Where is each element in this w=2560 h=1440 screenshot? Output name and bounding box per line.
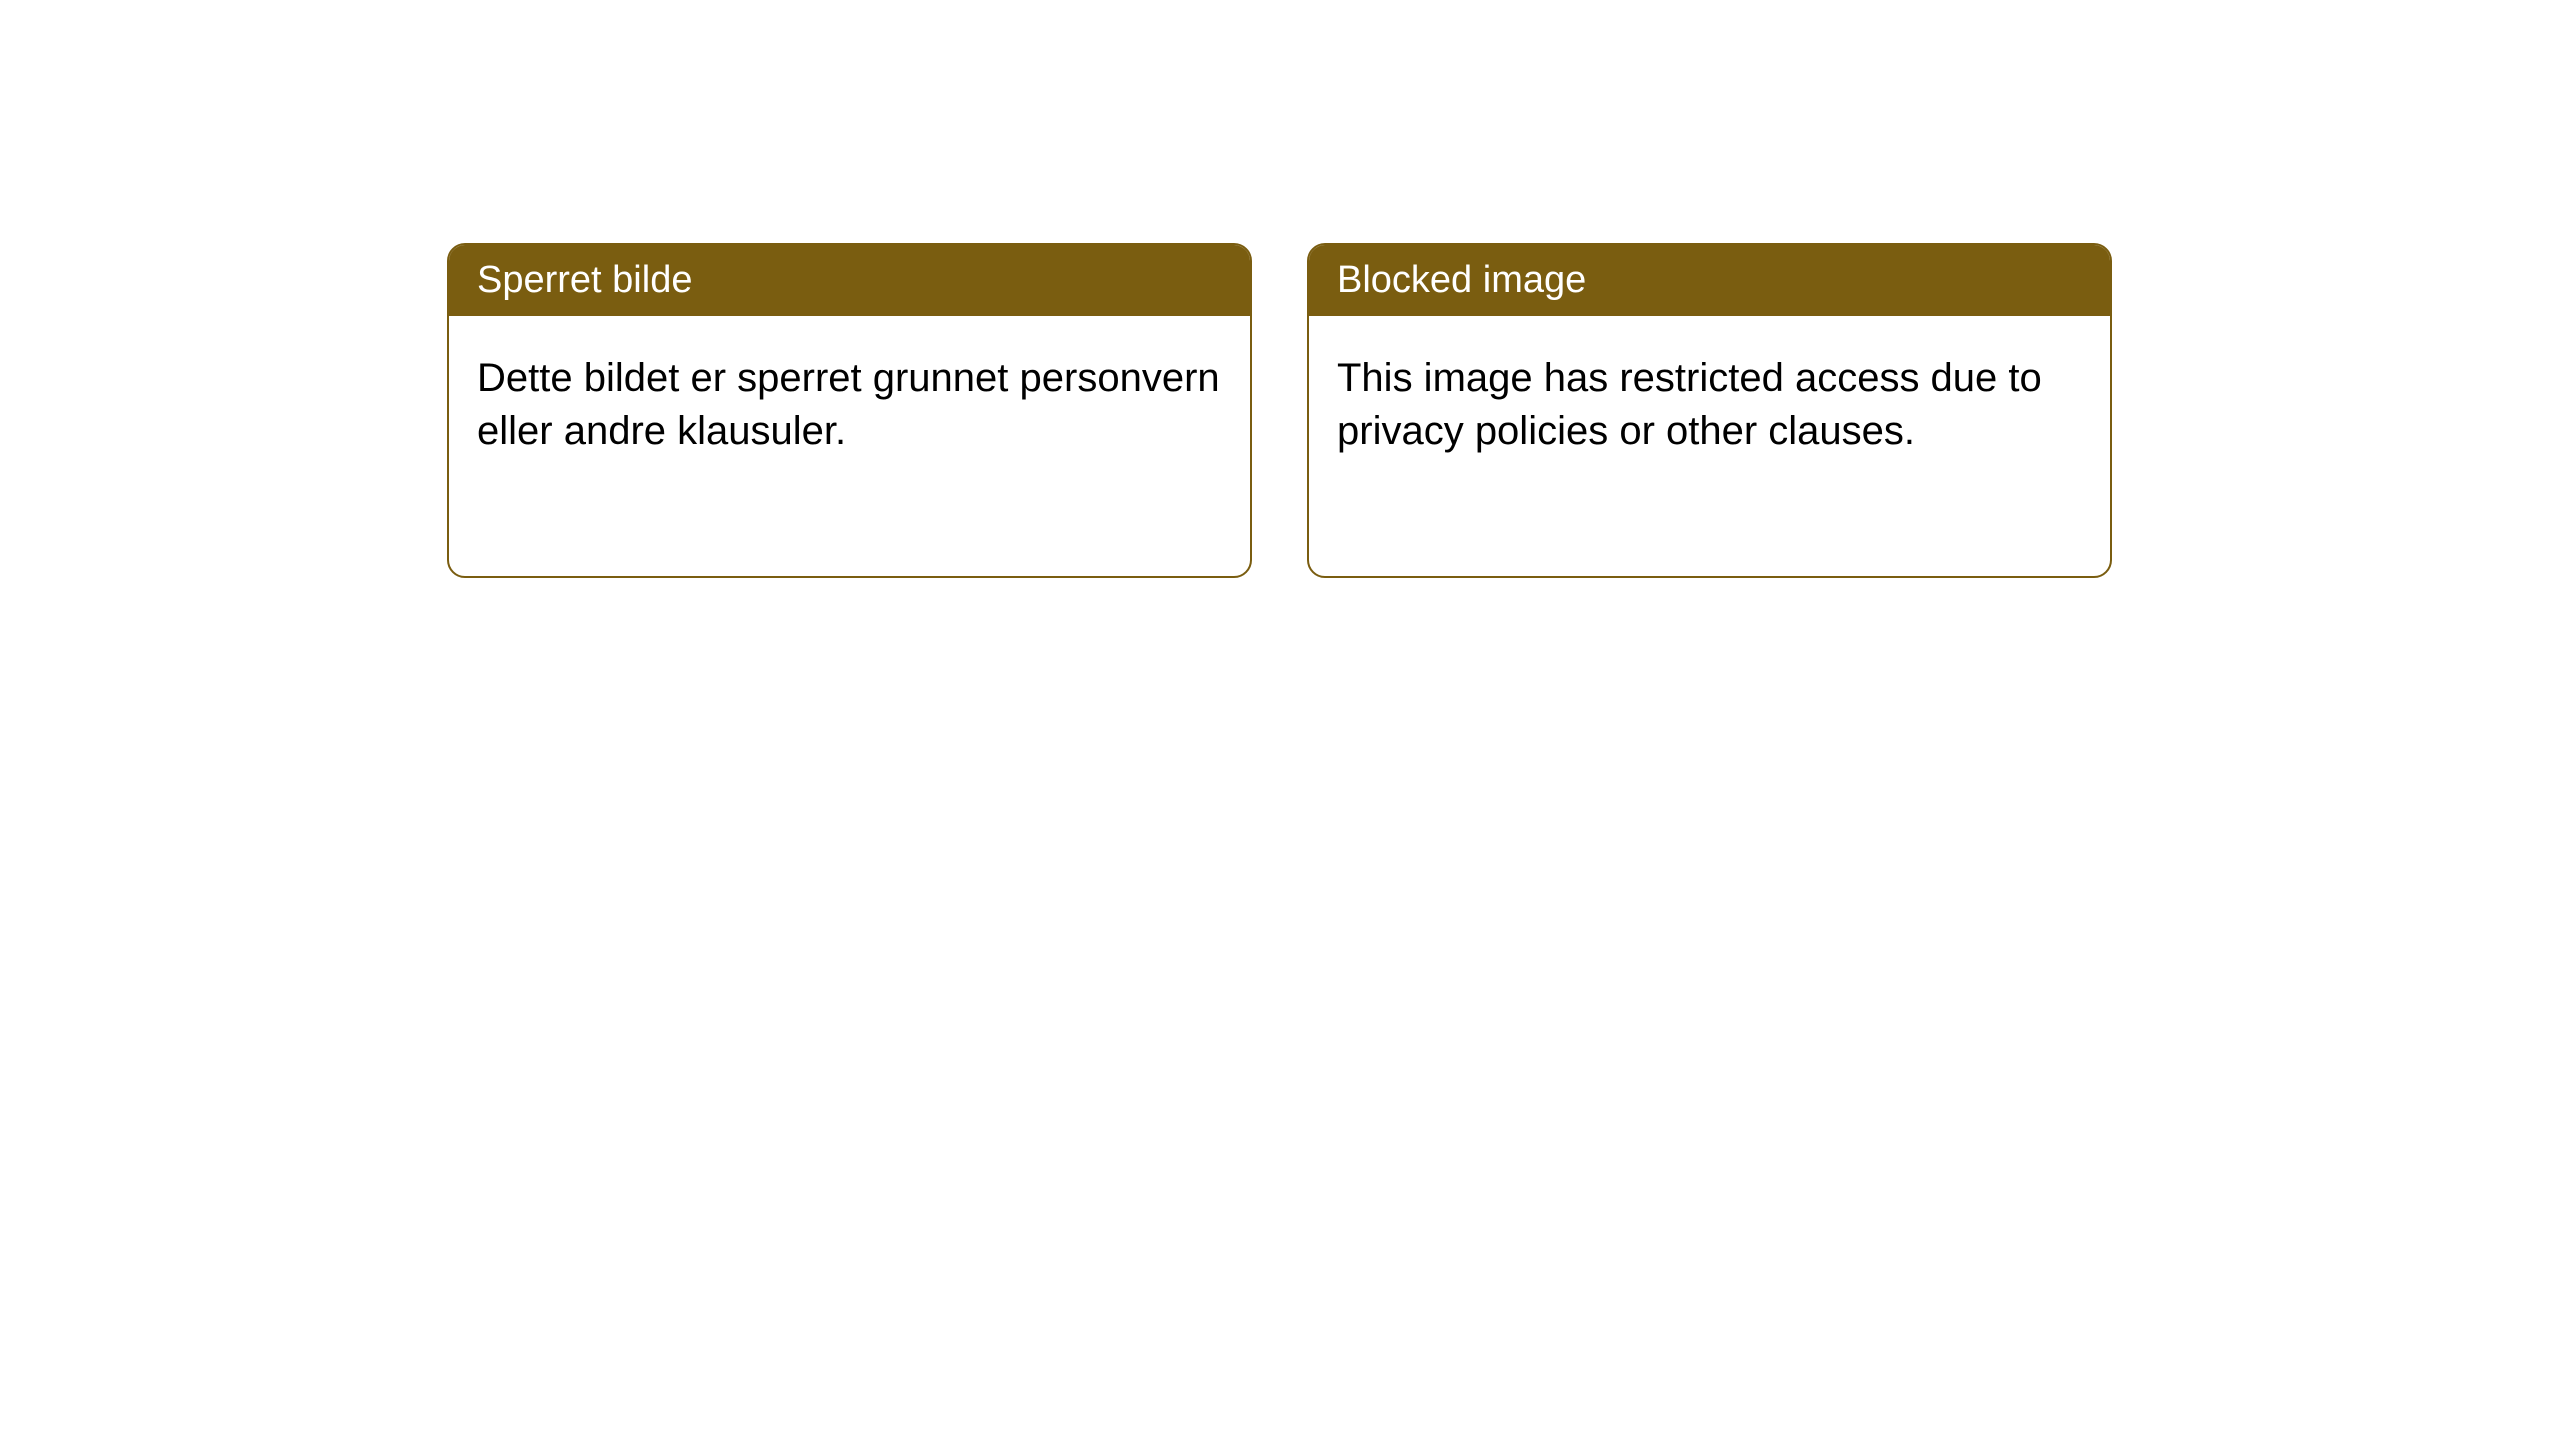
notice-body-norwegian: Dette bildet er sperret grunnet personve… — [449, 316, 1250, 494]
notice-header-norwegian: Sperret bilde — [449, 245, 1250, 316]
notice-body-english: This image has restricted access due to … — [1309, 316, 2110, 494]
notice-card-english: Blocked image This image has restricted … — [1307, 243, 2112, 578]
notice-card-norwegian: Sperret bilde Dette bildet er sperret gr… — [447, 243, 1252, 578]
notice-header-english: Blocked image — [1309, 245, 2110, 316]
notice-container: Sperret bilde Dette bildet er sperret gr… — [447, 243, 2112, 578]
